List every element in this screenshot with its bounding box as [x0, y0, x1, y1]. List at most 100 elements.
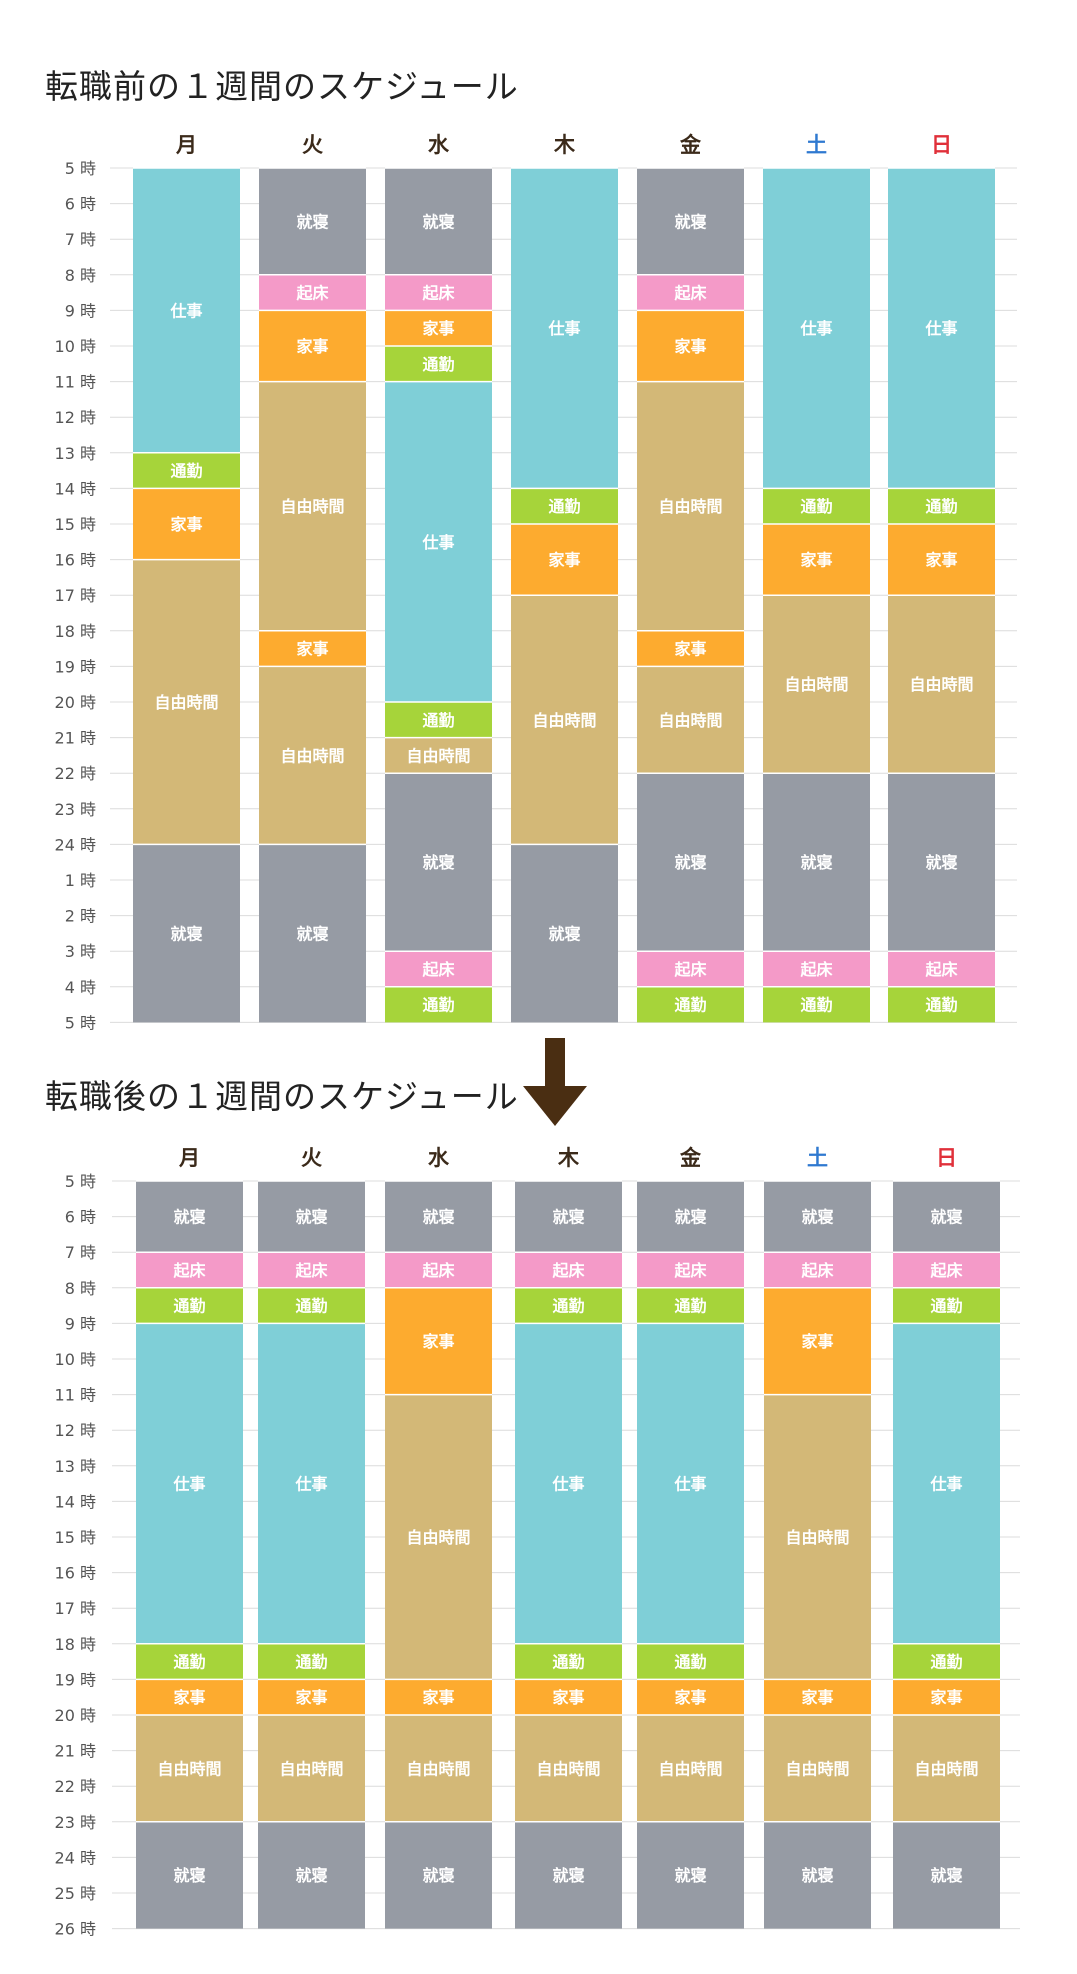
bar-sleep: [259, 844, 366, 1023]
y-tick-label: 24 時: [55, 1848, 96, 1867]
bar-commute: [763, 986, 870, 1023]
segment-label: 自由時間: [658, 711, 722, 730]
bar-work: [385, 381, 492, 702]
bar-sleep: [515, 1181, 622, 1253]
segment-label: 起床: [673, 284, 707, 303]
segment-label: 家事: [295, 1688, 327, 1707]
segment-label: 仕事: [799, 319, 832, 338]
segment-label: 就寝: [548, 924, 580, 943]
segment-label: 自由時間: [658, 1759, 722, 1778]
bar-wake: [888, 951, 995, 987]
bar-sleep: [637, 1821, 744, 1929]
bar-housework: [637, 1679, 744, 1715]
bar-commute: [637, 1643, 744, 1680]
segment-label: 就寝: [800, 853, 832, 872]
y-tick-label: 8 時: [65, 1279, 96, 1298]
y-tick-label: 26 時: [55, 1920, 96, 1939]
y-tick-label: 18 時: [55, 622, 96, 641]
bar-commute: [893, 1643, 1000, 1680]
chart-title-after: 転職後の１週間のスケジュール: [45, 1077, 519, 1116]
bar-commute: [511, 488, 618, 524]
segment-label: 通勤: [930, 1297, 962, 1316]
segment-label: 通勤: [930, 1653, 962, 1672]
y-tick-label: 23 時: [55, 1813, 96, 1832]
bar-wake: [637, 1252, 744, 1288]
bar-work: [133, 168, 240, 453]
bar-free-time: [637, 381, 744, 631]
y-tick-label: 7 時: [65, 1243, 96, 1262]
segment-label: 家事: [296, 337, 328, 356]
bar-sleep: [259, 168, 366, 275]
segment-label: 起床: [294, 1261, 328, 1280]
y-tick-label: 17 時: [55, 1599, 96, 1618]
bar-sleep: [258, 1821, 365, 1929]
bar-commute: [136, 1643, 243, 1680]
y-tick-label: 5 時: [65, 159, 96, 178]
segment-label: 就寝: [295, 1866, 327, 1885]
segment-label: 就寝: [801, 1208, 833, 1227]
bar-commute: [515, 1643, 622, 1680]
y-tick-label: 2 時: [65, 907, 96, 926]
bar-commute: [258, 1287, 365, 1324]
bar-sleep: [764, 1821, 871, 1929]
segment-label: 自由時間: [157, 1759, 221, 1778]
bar-wake: [385, 274, 492, 311]
bar-commute: [385, 986, 492, 1023]
bar-sleep: [511, 844, 618, 1023]
segment-label: 家事: [925, 551, 957, 570]
bar-free-time: [259, 381, 366, 631]
segment-label: 家事: [674, 1688, 706, 1707]
y-tick-label: 5 時: [65, 1013, 96, 1032]
segment-label: 家事: [552, 1688, 584, 1707]
segment-label: 仕事: [421, 533, 454, 552]
segment-label: 通勤: [548, 497, 580, 516]
bar-commute: [133, 452, 240, 489]
segment-label: 自由時間: [280, 497, 344, 516]
y-tick-label: 14 時: [55, 1492, 96, 1511]
segment-label: 家事: [930, 1688, 962, 1707]
bar-wake: [637, 274, 744, 311]
bar-commute: [888, 488, 995, 524]
day-label: 木: [557, 1146, 580, 1170]
bar-free-time: [511, 595, 618, 845]
bar-sleep: [764, 1181, 871, 1253]
segment-label: 通勤: [552, 1297, 584, 1316]
bar-commute: [515, 1287, 622, 1324]
bar-commute: [888, 986, 995, 1023]
day-label: 土: [807, 1146, 828, 1170]
bar-sleep: [385, 168, 492, 275]
bar-housework: [893, 1679, 1000, 1715]
segment-label: 自由時間: [154, 693, 218, 712]
segment-label: 自由時間: [536, 1759, 600, 1778]
bar-work: [258, 1323, 365, 1644]
y-tick-label: 10 時: [55, 1350, 96, 1369]
segment-label: 家事: [422, 1688, 454, 1707]
segment-label: 就寝: [925, 853, 957, 872]
segment-label: 就寝: [674, 853, 706, 872]
bar-sleep: [258, 1181, 365, 1253]
bar-housework: [136, 1679, 243, 1715]
y-tick-label: 6 時: [65, 1208, 96, 1227]
bar-housework: [259, 630, 366, 667]
segment-label: 家事: [173, 1688, 205, 1707]
y-tick-label: 4 時: [65, 978, 96, 997]
bar-sleep: [385, 1821, 492, 1929]
y-tick-label: 23 時: [55, 800, 96, 819]
bar-work: [136, 1323, 243, 1644]
y-tick-label: 22 時: [55, 764, 96, 783]
bar-free-time: [888, 595, 995, 774]
segment-label: 自由時間: [785, 1528, 849, 1547]
day-label: 土: [806, 133, 827, 157]
bar-work: [511, 168, 618, 489]
segment-label: 起床: [172, 1261, 206, 1280]
bar-commute: [763, 488, 870, 524]
bar-work: [893, 1323, 1000, 1644]
bar-wake: [515, 1252, 622, 1288]
segment-label: 自由時間: [785, 1759, 849, 1778]
bar-commute: [258, 1643, 365, 1680]
segment-label: 自由時間: [279, 1759, 343, 1778]
segment-label: 通勤: [422, 355, 454, 374]
bar-housework: [259, 310, 366, 382]
segment-label: 就寝: [552, 1866, 584, 1885]
segment-label: 家事: [674, 337, 706, 356]
